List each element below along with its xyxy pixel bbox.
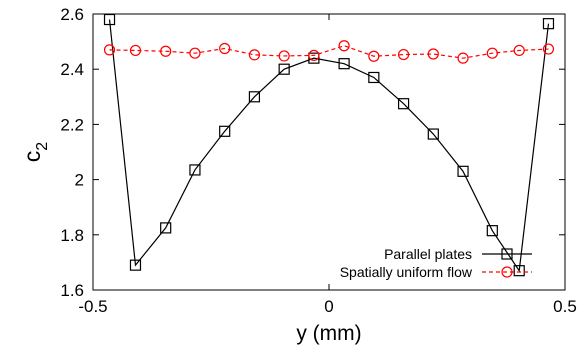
data-point xyxy=(248,49,261,61)
data-point xyxy=(338,40,350,52)
data-point xyxy=(278,63,290,75)
data-point xyxy=(278,50,290,62)
data-point xyxy=(427,48,439,60)
y-tick-label: 2.6 xyxy=(60,5,84,24)
data-point xyxy=(513,44,525,57)
data-point xyxy=(338,58,350,70)
series-line xyxy=(108,19,550,273)
data-point xyxy=(397,48,410,61)
y-tick-label: 2.2 xyxy=(60,115,84,134)
legend-marker xyxy=(501,266,513,278)
data-point xyxy=(308,49,320,62)
x-tick-label: -0.5 xyxy=(78,297,107,316)
data-point xyxy=(427,128,439,140)
data-point xyxy=(486,47,498,59)
data-point xyxy=(248,91,261,103)
y-tick-label: 2 xyxy=(75,171,84,190)
data-point xyxy=(513,265,525,277)
y-tick-label: 1.8 xyxy=(60,226,84,245)
legend-marker xyxy=(501,248,513,260)
data-point xyxy=(160,222,172,234)
y-tick-label: 1.6 xyxy=(60,281,84,300)
data-point xyxy=(129,44,142,57)
data-point xyxy=(219,125,231,137)
data-point xyxy=(103,44,116,56)
series-2 xyxy=(103,40,555,64)
data-point xyxy=(368,71,380,84)
legend-label: Parallel plates xyxy=(384,246,472,262)
data-point xyxy=(486,225,498,237)
series-line xyxy=(109,45,549,59)
data-point xyxy=(219,42,231,55)
data-point xyxy=(189,47,201,59)
y-axis-label: c2 xyxy=(19,142,51,163)
data-point xyxy=(189,164,201,176)
legend: Parallel plates Spatially uniform flow xyxy=(340,246,532,280)
y-tick-label: 2.4 xyxy=(60,60,84,79)
x-tick-label: 0.5 xyxy=(553,297,577,316)
data-point xyxy=(542,43,555,55)
axes: 1.6 1.8 2 2.2 2.4 2.6 -0.5 0 0.5 y (mm) c2 xyxy=(19,5,577,345)
series-1 xyxy=(103,13,555,277)
data-point xyxy=(542,18,555,30)
legend-label: Spatially uniform flow xyxy=(340,264,473,280)
data-point xyxy=(397,98,410,110)
data-point xyxy=(368,50,380,62)
data-point xyxy=(457,165,469,177)
y-axis-label-subscript: 2 xyxy=(34,142,51,151)
series-layer xyxy=(103,13,555,277)
data-point xyxy=(103,13,116,26)
data-point xyxy=(308,52,320,64)
data-point xyxy=(160,45,172,57)
x-axis-label: y (mm) xyxy=(296,322,361,345)
data-point xyxy=(129,259,142,271)
data-point xyxy=(457,52,469,64)
x-tick-label: 0 xyxy=(324,297,333,316)
